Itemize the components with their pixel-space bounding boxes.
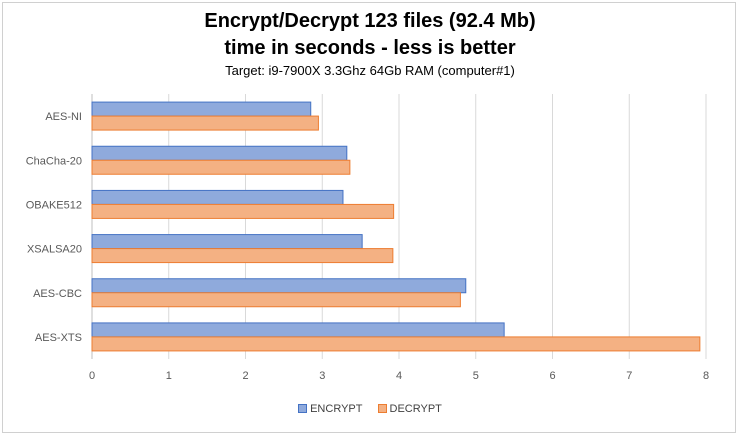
x-tick-label: 1 xyxy=(166,370,172,382)
category-label: ChaCha-20 xyxy=(26,155,82,167)
bar-decrypt-xsalsa20 xyxy=(91,248,394,264)
bar-encrypt-xsalsa20 xyxy=(91,234,363,250)
bar-encrypt-aes-ni xyxy=(91,101,312,117)
chart-subtitle: time in seconds - less is better xyxy=(224,37,516,59)
category-label: OBAKE512 xyxy=(26,199,82,211)
legend-label-decrypt: DECRYPT xyxy=(389,403,442,415)
chart-note: Target: i9-7900X 3.3Ghz 64Gb RAM (comput… xyxy=(225,63,515,78)
legend: ENCRYPT DECRYPT xyxy=(0,403,740,415)
chart-title: Encrypt/Decrypt 123 files (92.4 Mb) xyxy=(204,10,536,32)
legend-swatch-encrypt xyxy=(298,404,308,413)
bar-decrypt-aes-xts xyxy=(91,336,701,352)
category-label: AES-XTS xyxy=(35,332,82,344)
category-label: AES-NI xyxy=(45,111,82,123)
category-label: AES-CBC xyxy=(33,288,82,300)
bar-decrypt-chacha-20 xyxy=(91,159,351,175)
bar-encrypt-aes-xts xyxy=(91,322,505,338)
x-tick-label: 2 xyxy=(242,370,248,382)
legend-swatch-decrypt xyxy=(377,404,387,413)
x-tick-label: 6 xyxy=(549,370,555,382)
legend-label-encrypt: ENCRYPT xyxy=(310,403,363,415)
x-tick-label: 3 xyxy=(319,370,325,382)
legend-item-decrypt: DECRYPT xyxy=(377,403,442,415)
bar-decrypt-obake512 xyxy=(91,203,395,219)
x-tick-label: 0 xyxy=(89,370,95,382)
bar-encrypt-aes-cbc xyxy=(91,278,467,294)
legend-item-encrypt: ENCRYPT xyxy=(298,403,362,415)
bar-decrypt-aes-ni xyxy=(91,115,319,131)
x-tick-label: 7 xyxy=(626,370,632,382)
x-tick-label: 8 xyxy=(703,370,709,382)
bar-encrypt-chacha-20 xyxy=(91,145,348,161)
bar-encrypt-obake512 xyxy=(91,189,344,205)
category-label: XSALSA20 xyxy=(27,244,82,256)
x-tick-label: 4 xyxy=(396,370,402,382)
x-tick-label: 5 xyxy=(473,370,479,382)
bar-decrypt-aes-cbc xyxy=(91,292,461,308)
